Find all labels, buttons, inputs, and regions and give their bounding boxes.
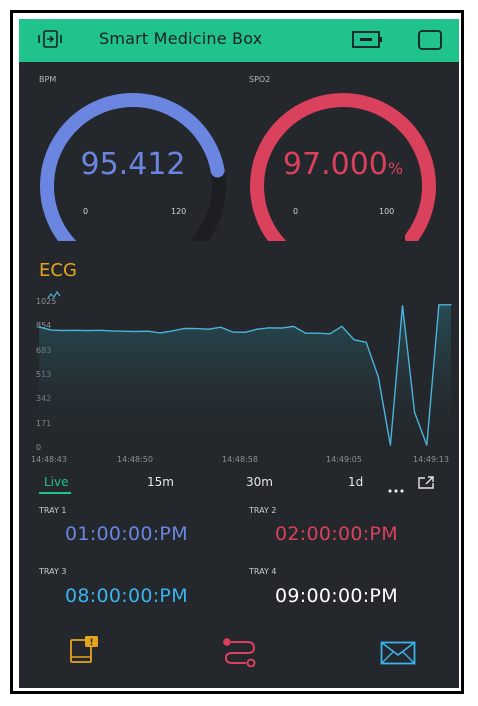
route-icon[interactable] xyxy=(222,637,258,671)
bpm-value: 95.412 xyxy=(80,147,186,182)
ecg-point xyxy=(341,325,343,327)
ecg-y-tick: 1025 xyxy=(36,297,57,306)
app-screen: Smart Medicine Box BPM 95.412 0 120 SPO2… xyxy=(19,19,459,688)
ecg-point xyxy=(401,304,404,307)
ecg-point xyxy=(171,330,173,332)
ecg-point xyxy=(292,325,295,327)
ecg-point xyxy=(304,332,307,334)
ecg-x-tick: 14:48:58 xyxy=(222,455,258,464)
tab-30m[interactable]: 30m xyxy=(246,475,273,489)
tray-4-label: TRAY 4 xyxy=(249,567,277,576)
ecg-point xyxy=(111,330,113,332)
ecg-x-tick: 14:48:50 xyxy=(117,455,153,464)
spo2-max: 100 xyxy=(379,207,395,216)
tab-15m[interactable]: 15m xyxy=(147,475,174,489)
battery-icon[interactable] xyxy=(352,31,384,53)
ecg-x-tick: 14:48:43 xyxy=(31,455,67,464)
ecg-point xyxy=(353,339,355,341)
tray-3-label: TRAY 3 xyxy=(39,567,67,576)
tray-1-label: TRAY 1 xyxy=(39,506,67,515)
ecg-point xyxy=(438,304,440,306)
ecg-point xyxy=(450,304,452,306)
ecg-point xyxy=(86,330,89,332)
ecg-point xyxy=(414,411,416,413)
spo2-label: SPO2 xyxy=(249,75,271,84)
ecg-point xyxy=(232,331,234,333)
tray-1-time[interactable]: 01:00:00:PM xyxy=(65,523,188,545)
ecg-point xyxy=(135,330,137,333)
ecg-point xyxy=(317,332,319,334)
ecg-x-tick: 14:49:05 xyxy=(326,455,362,464)
ecg-small-icon xyxy=(47,285,61,304)
ecg-y-tick: 854 xyxy=(36,321,52,331)
app-title: Smart Medicine Box xyxy=(99,29,263,48)
ecg-point xyxy=(389,444,392,446)
tray-4-time[interactable]: 09:00:00:PM xyxy=(275,585,398,607)
ecg-point xyxy=(74,329,76,331)
ecg-point xyxy=(195,328,198,330)
bpm-max: 120 xyxy=(171,207,187,216)
ecg-point xyxy=(50,329,52,331)
mail-icon[interactable] xyxy=(380,641,416,669)
ecg-point xyxy=(123,330,125,332)
ecg-point xyxy=(256,328,258,330)
ecg-point xyxy=(183,327,186,329)
live-tab-underline xyxy=(39,492,71,494)
ecg-y-tick: 0 xyxy=(36,443,42,452)
tab-live[interactable]: Live xyxy=(44,475,69,489)
ecg-point xyxy=(38,326,40,328)
tray-2-label: TRAY 2 xyxy=(249,506,277,515)
tab-1d[interactable]: 1d xyxy=(348,475,364,489)
ecg-line-chart xyxy=(38,304,452,448)
ecg-point xyxy=(329,333,331,335)
ecg-point xyxy=(426,444,428,446)
bpm-gauge-fill xyxy=(40,93,225,241)
expand-icon[interactable] xyxy=(417,475,435,494)
spo2-value: 97.000% xyxy=(243,147,443,182)
ecg-x-tick: 14:49:13 xyxy=(413,455,449,464)
ecg-area xyxy=(39,304,451,448)
tablet-notification-icon[interactable] xyxy=(69,635,103,669)
ecg-title: ECG xyxy=(39,260,77,281)
ecg-point xyxy=(147,330,149,332)
bpm-min: 0 xyxy=(83,207,89,216)
ecg-point xyxy=(365,341,367,343)
spo2-gauge-fill xyxy=(250,93,436,241)
more-icon[interactable] xyxy=(388,479,404,498)
ecg-point xyxy=(280,327,282,329)
tray-2-time[interactable]: 02:00:00:PM xyxy=(275,523,398,545)
spo2-gauge-arc xyxy=(250,93,436,241)
square-icon[interactable] xyxy=(417,29,443,55)
ecg-point xyxy=(268,327,270,329)
ecg-point xyxy=(98,329,101,331)
spo2-number: 97.000 xyxy=(282,147,388,182)
spo2-min: 0 xyxy=(293,207,299,216)
header-bar: Smart Medicine Box xyxy=(19,19,459,62)
ecg-point xyxy=(159,332,161,334)
ecg-point xyxy=(220,326,222,328)
ecg-point xyxy=(377,376,379,378)
bpm-gauge-arc xyxy=(40,93,226,241)
tray-3-time[interactable]: 08:00:00:PM xyxy=(65,585,188,607)
device-swap-icon[interactable] xyxy=(37,28,63,54)
spo2-unit: % xyxy=(387,159,404,178)
bpm-label: BPM xyxy=(39,75,57,84)
ecg-point xyxy=(244,331,246,333)
ecg-point xyxy=(208,328,210,330)
ecg-point xyxy=(62,329,64,332)
